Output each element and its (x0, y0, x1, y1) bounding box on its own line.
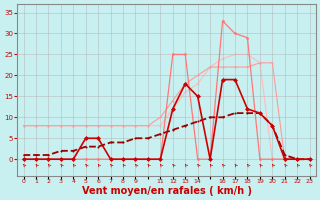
X-axis label: Vent moyen/en rafales ( km/h ): Vent moyen/en rafales ( km/h ) (82, 186, 252, 196)
